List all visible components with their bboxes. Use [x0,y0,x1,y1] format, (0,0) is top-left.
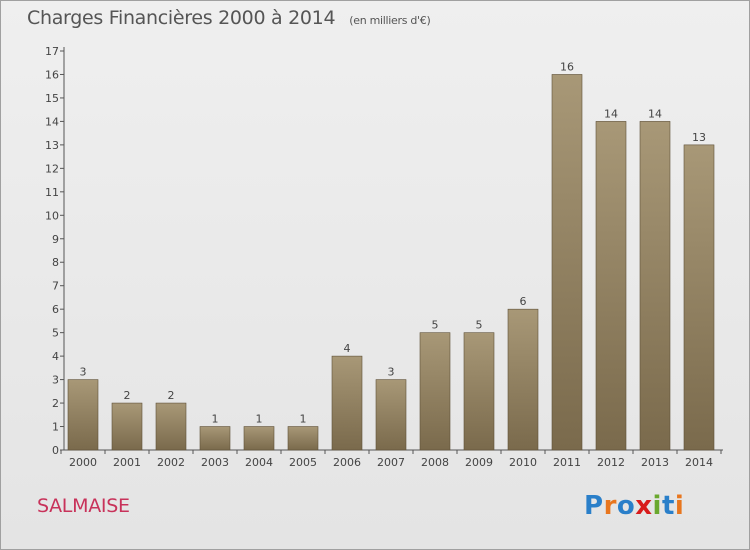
chart-title: Charges Financières 2000 à 2014 (en milli… [27,7,431,29]
y-tick-label: 14 [45,115,59,128]
logo-letter: i [674,491,685,521]
x-tick-label-2009: 2009 [465,456,493,469]
data-label-2002: 2 [168,389,175,402]
bar-2013 [639,121,671,451]
data-label-2001: 2 [124,389,131,402]
logo-letter: r [603,491,617,521]
bar-2007 [375,379,407,451]
x-tick-label-2010: 2010 [509,456,537,469]
bar-2010 [507,308,539,451]
x-tick-label-2005: 2005 [289,456,317,469]
y-tick-label: 11 [45,186,59,199]
commune-name: SALMAISE [37,495,130,517]
y-tick-label: 8 [52,256,59,269]
proxiti-logo[interactable]: Proxiti [584,491,684,521]
y-tick-label: 16 [45,68,59,81]
logo-letter: i [652,491,662,521]
data-label-2006: 4 [344,342,351,355]
x-tick-label-2008: 2008 [421,456,449,469]
bar-2000 [67,379,99,451]
y-tick-label: 4 [52,350,59,363]
bar-2001 [111,402,143,451]
x-tick-label-2014: 2014 [685,456,713,469]
y-tick-label: 1 [52,421,59,434]
data-label-2007: 3 [388,366,395,379]
y-tick-label: 10 [45,209,59,222]
y-tick-label: 3 [52,374,59,387]
data-label-2010: 6 [520,295,527,308]
x-tick-label-2006: 2006 [333,456,361,469]
bar-2012 [595,121,627,451]
y-tick-label: 12 [45,162,59,175]
x-tick-label-2012: 2012 [597,456,625,469]
bar-2002 [155,402,187,451]
y-tick-label: 5 [52,327,59,340]
x-tick-label-2007: 2007 [377,456,405,469]
y-tick-label: 7 [52,280,59,293]
logo-letter: x [635,491,653,521]
y-tick-label: 9 [52,233,59,246]
data-label-2014: 13 [692,131,706,144]
data-label-2012: 14 [604,107,618,120]
data-label-2003: 1 [212,413,219,426]
bar-2006 [331,355,363,451]
bar-2009 [463,332,495,451]
logo-letter: o [616,491,636,521]
logo-letter: t [661,491,675,521]
bar-2008 [419,332,451,451]
y-tick-label: 17 [45,45,59,58]
y-tick-label: 13 [45,139,59,152]
bar-2004 [243,426,275,451]
bar-2003 [199,426,231,451]
data-label-2005: 1 [300,413,307,426]
x-tick-label-2003: 2003 [201,456,229,469]
chart-title-text: Charges Financières 2000 à 2014 [27,7,336,29]
x-tick-label-2002: 2002 [157,456,185,469]
y-tick-label: 0 [52,444,59,457]
x-tick-label-2000: 2000 [69,456,97,469]
chart-subtitle: (en milliers d'€) [349,14,431,27]
data-label-2000: 3 [80,366,87,379]
x-tick-label-2013: 2013 [641,456,669,469]
data-label-2013: 14 [648,107,662,120]
data-label-2008: 5 [432,319,439,332]
y-tick-label: 6 [52,303,59,316]
y-tick-label: 2 [52,397,59,410]
x-tick-label-2004: 2004 [245,456,273,469]
data-label-2009: 5 [476,319,483,332]
data-label-2004: 1 [256,413,263,426]
x-tick-label-2011: 2011 [553,456,581,469]
data-label-2011: 16 [560,60,574,73]
bar-2014 [683,144,715,451]
x-tick-label-2001: 2001 [113,456,141,469]
bar-2011 [551,74,583,451]
logo-letter: P [584,491,604,521]
y-tick-label: 15 [45,92,59,105]
bar-2005 [287,426,319,451]
